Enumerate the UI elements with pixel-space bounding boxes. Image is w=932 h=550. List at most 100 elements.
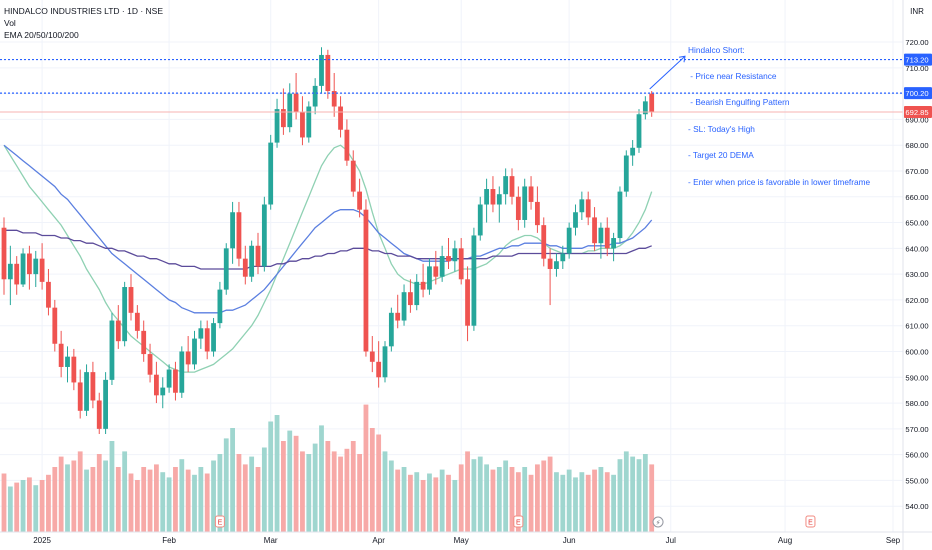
candle-body [376,361,382,378]
candle-body [103,379,108,429]
earnings-marker [214,515,225,528]
price-tick-label: 630.00 [905,270,928,279]
candle-body [471,235,477,326]
volume-bar [20,480,26,532]
volume-bars [1,404,655,532]
candle-body [211,323,216,352]
volume-bar [649,464,655,532]
candle-body [388,312,394,347]
candle-body [33,258,39,275]
price-tick-label: 640.00 [905,244,928,253]
volume-bar [471,459,477,532]
candle-body [58,343,64,367]
volume-bar [528,474,534,532]
candle-body [122,287,128,342]
volume-bar [477,456,483,532]
trade-note-title: Hindalco Short: [688,44,745,55]
candle-body [522,186,528,220]
candle-body [331,91,337,107]
volume-bar [306,454,312,532]
candle-body [96,400,102,429]
candle-body [287,93,293,128]
candle-body [249,245,255,277]
candle-body [477,204,483,236]
volume-bar [490,469,496,532]
candle-body [192,338,197,365]
time-axis-label: Aug [778,536,792,545]
candle-body [223,248,229,290]
candle-body [350,160,356,192]
volume-bar [268,421,274,532]
candle-body [14,263,20,285]
earnings-marker [805,515,816,528]
volume-bar [179,459,185,532]
candle-body [509,176,515,197]
volume-bar [147,469,153,532]
candle-body [573,212,578,228]
volume-bar [642,454,648,532]
candle-body [452,248,458,262]
volume-bar [573,477,578,532]
candle-body [71,356,77,383]
candle-body [566,227,572,254]
candle-body [261,204,267,267]
candle-body [325,54,331,92]
earnings-marker-label: E [218,520,223,527]
volume-bar [388,460,394,532]
ema-indicator-label: EMA 20/50/100/200 [4,30,79,40]
volume-bar [465,451,470,532]
volume-bar [154,464,159,532]
volume-bar [230,428,235,532]
volume-bar [369,428,375,532]
dividend-marker [652,516,664,528]
candle-body [166,369,172,388]
candle-body [458,248,464,280]
volume-bar [242,464,248,532]
volume-bar [338,456,343,532]
price-tick-label: 540.00 [905,502,928,511]
volume-bar [331,451,337,532]
volume-bar [319,425,324,532]
earnings-marker-label: E [516,520,521,527]
candle-body [484,189,489,205]
volume-bar [166,477,172,532]
volume-bar [617,459,623,532]
volume-bar [414,472,420,532]
trade-note-line: - Bearish Engulfing Pattern [688,97,790,108]
volume-bar [27,477,32,532]
volume-bar [109,441,115,532]
price-axis-label-bg [904,106,932,119]
candle-body [427,266,432,290]
volume-bar [522,467,528,532]
candle-body [535,201,540,226]
price-tick-label: 670.00 [905,167,928,176]
candle-body [319,54,324,86]
candle-body [503,176,509,195]
volume-bar [554,472,559,532]
candle-body [338,106,343,130]
price-tick-label: 690.00 [905,115,928,124]
candle-body [604,227,610,249]
candle-body [173,369,178,393]
volume-bar [344,448,350,532]
candle-body [490,189,496,205]
volume-bar [173,467,178,532]
volume-bar [357,454,362,532]
price-tick-label: 580.00 [905,399,928,408]
time-axis-label: 2025 [33,536,51,545]
volume-bar [281,441,286,532]
volume-bar [128,473,134,532]
time-axis-label: Jul [666,536,676,545]
volume-bar [623,451,629,532]
volume-bar [211,460,216,532]
volume-bar [452,480,458,532]
volume-bar [515,472,521,532]
price-tick-label: 620.00 [905,296,928,305]
volume-bar [636,459,642,532]
earnings-marker [513,515,524,528]
candle-body [515,196,521,220]
volume-bar [547,456,553,532]
volume-bar [103,460,108,532]
volume-bar [198,467,204,532]
